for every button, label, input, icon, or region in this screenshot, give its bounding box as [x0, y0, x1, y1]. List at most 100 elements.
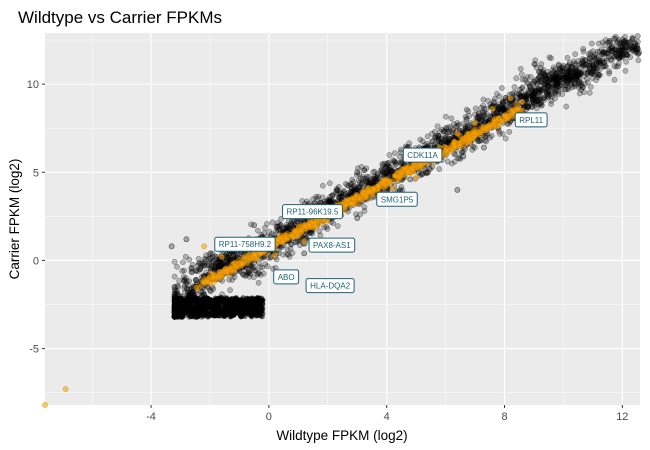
- floor-point: [257, 311, 263, 317]
- gene-label-text: SMG1P5: [381, 195, 414, 204]
- cloud-point: [506, 129, 513, 135]
- cloud-point: [454, 120, 461, 126]
- highlight-cloud-point: [478, 125, 484, 131]
- cloud-point: [268, 231, 275, 237]
- cloud-point: [428, 130, 435, 137]
- gene-label: PAX8-AS1: [308, 237, 356, 253]
- gene-label-text: CDK11A: [407, 151, 438, 160]
- gene-label-text: HLA-DQA2: [310, 282, 351, 291]
- cloud-point: [448, 128, 455, 135]
- gene-label-text: ABO: [278, 273, 295, 282]
- cloud-point: [365, 177, 372, 184]
- x-tick-label: 8: [501, 411, 507, 423]
- cloud-point: [210, 286, 217, 292]
- cloud-point: [451, 158, 458, 165]
- cloud-point: [260, 270, 267, 277]
- highlight-cloud-point: [229, 268, 236, 275]
- cloud-point: [171, 258, 178, 265]
- cloud-point: [180, 274, 187, 280]
- cloud-point: [465, 108, 472, 115]
- cloud-point: [419, 138, 426, 145]
- cloud-point: [548, 55, 554, 62]
- cloud-point: [584, 71, 590, 77]
- data-points: [42, 33, 643, 408]
- cloud-point: [377, 167, 384, 174]
- cloud-point: [576, 90, 583, 97]
- cloud-point: [333, 187, 340, 194]
- chart-title: Wildtype vs Carrier FPKMs: [18, 8, 222, 27]
- gene-label-text: RPL11: [519, 116, 543, 125]
- cloud-point: [259, 264, 266, 271]
- x-tick-label: 0: [266, 411, 272, 423]
- cloud-point: [180, 259, 186, 266]
- y-tick-label: 5: [33, 167, 39, 179]
- cloud-point: [179, 268, 186, 274]
- cloud-point: [491, 98, 497, 105]
- cloud-point: [199, 260, 206, 267]
- x-tick-label: 12: [616, 411, 628, 423]
- cloud-point: [616, 60, 622, 67]
- cloud-point: [195, 255, 202, 262]
- floor-point: [258, 295, 265, 301]
- cloud-point: [525, 102, 531, 109]
- cloud-point: [280, 224, 286, 231]
- cloud-point: [518, 71, 525, 78]
- highlight-cloud-point: [252, 252, 259, 258]
- cloud-point: [612, 33, 619, 40]
- highlight-point: [413, 174, 419, 181]
- floor-point: [215, 313, 221, 319]
- highlight-point: [277, 234, 284, 241]
- cloud-point: [207, 287, 213, 294]
- floor-point: [222, 311, 228, 317]
- cloud-point: [598, 46, 605, 53]
- cloud-point: [588, 40, 595, 47]
- cloud-point: [309, 230, 316, 237]
- data-point: [454, 187, 461, 193]
- data-point: [212, 262, 219, 269]
- cloud-point: [572, 51, 579, 57]
- highlight-point: [442, 148, 449, 154]
- floor-point: [234, 309, 240, 315]
- data-point: [168, 243, 175, 250]
- cloud-point: [316, 228, 323, 234]
- floor-point: [178, 313, 184, 319]
- data-point: [301, 250, 308, 257]
- cloud-point: [555, 61, 562, 68]
- data-point: [460, 153, 467, 160]
- cloud-point: [361, 204, 368, 211]
- cloud-point: [617, 43, 624, 49]
- cloud-point: [579, 57, 586, 64]
- cloud-point: [586, 89, 593, 96]
- cloud-point: [596, 40, 602, 47]
- floor-point: [193, 302, 199, 308]
- floor-point: [210, 305, 216, 311]
- highlight-cloud-point: [306, 222, 312, 229]
- cloud-point: [484, 132, 490, 139]
- highlight-cloud-point: [371, 185, 378, 191]
- highlight-point: [42, 402, 48, 408]
- y-tick-label: 0: [33, 255, 39, 267]
- cloud-point: [485, 97, 491, 104]
- cloud-point: [616, 37, 623, 44]
- cloud-point: [186, 256, 193, 263]
- cloud-point: [540, 66, 547, 73]
- cloud-point: [629, 34, 636, 41]
- cloud-point: [587, 84, 594, 90]
- cloud-point: [499, 85, 505, 91]
- cloud-point: [531, 85, 538, 92]
- cloud-point: [513, 75, 520, 82]
- floor-point: [187, 299, 193, 306]
- cloud-point: [371, 174, 378, 180]
- cloud-point: [559, 91, 566, 98]
- highlight-cloud-point: [244, 252, 251, 259]
- highlight-point: [519, 98, 526, 105]
- cloud-point: [523, 92, 530, 98]
- cloud-point: [436, 166, 443, 172]
- cloud-point: [193, 277, 199, 284]
- cloud-point: [519, 84, 526, 91]
- cloud-point: [558, 82, 564, 89]
- highlight-point: [466, 139, 473, 146]
- cloud-point: [444, 158, 451, 165]
- cloud-point: [517, 65, 524, 72]
- cloud-point: [264, 263, 271, 270]
